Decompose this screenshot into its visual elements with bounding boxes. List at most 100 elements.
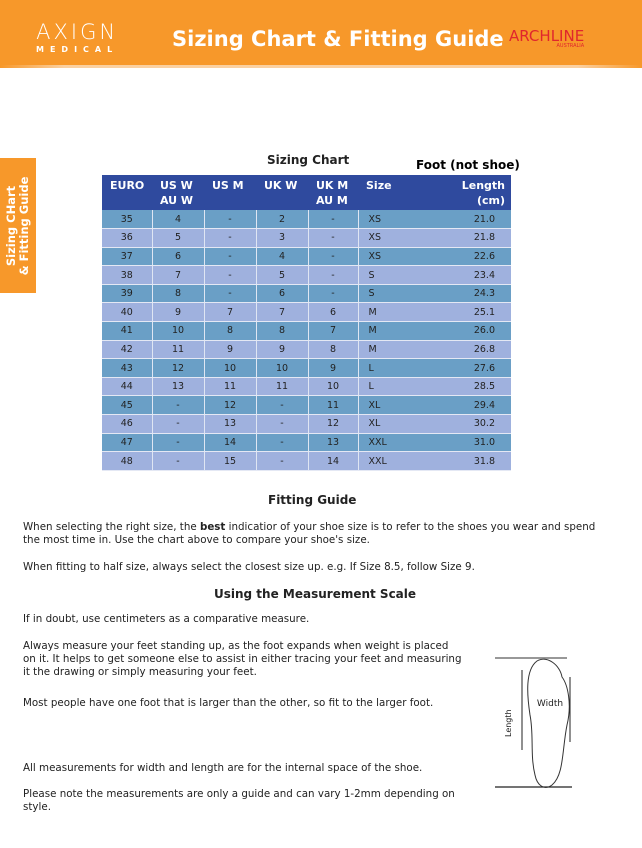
axign-logo: AXIGN MEDICAL [36, 20, 118, 54]
table-cell: XS [358, 247, 441, 267]
table-cell: - [204, 265, 257, 285]
table-cell: 2 [256, 210, 309, 230]
table-cell: 7 [204, 302, 257, 323]
table-cell: 5 [256, 265, 309, 285]
table-row: 39 8-6- S 24.3 [102, 284, 511, 304]
table-cell: 25.1 [441, 302, 511, 323]
table-cell: XXL [358, 451, 441, 471]
table-cell: - [256, 414, 309, 434]
table-cell: S [358, 284, 441, 304]
table-cell: 10 [152, 321, 205, 341]
text: indicatior of your shoe size is to refer… [23, 521, 596, 546]
table-cell: - [256, 451, 309, 471]
table-row: 47-14-13 XXL 31.0 [102, 433, 511, 453]
table-cell: 11 [308, 395, 359, 416]
table-cell: - [204, 247, 257, 267]
header-text: (cm) [476, 194, 505, 207]
header-text: AU W [160, 194, 194, 207]
table-cell: 10 [204, 358, 257, 378]
bold-text: best [199, 521, 226, 533]
header-divider [0, 65, 642, 68]
logo-main: AXIGN [36, 20, 119, 44]
column-header: US M [204, 175, 256, 210]
header-banner: AXIGN MEDICAL Sizing Chart & Fitting Gui… [0, 0, 642, 65]
table-cell: 12 [308, 414, 359, 434]
table-cell: 38 [102, 265, 153, 285]
table-cell: 7 [152, 265, 205, 285]
table-row: 45-12-11 XL 29.4 [102, 395, 511, 416]
table-cell: 8 [308, 340, 359, 360]
table-row: 44 13 11 11 10 L 28.5 [102, 377, 511, 397]
table-cell: 44 [102, 377, 153, 397]
logo-sub: MEDICAL [36, 45, 119, 54]
table-cell: 10 [308, 377, 359, 397]
header-text: AU M [316, 194, 348, 207]
table-cell: 42 [102, 340, 153, 360]
table-cell: - [308, 284, 359, 304]
table-cell: 24.3 [441, 284, 511, 304]
table-cell: 4 [256, 247, 309, 267]
header-text: US M [212, 179, 244, 192]
table-cell: - [204, 228, 257, 248]
width-label: Width [537, 699, 563, 709]
table-cell: 4 [152, 210, 205, 230]
table-cell: - [256, 433, 309, 453]
table-row: 35 4-2- XS 21.0 [102, 210, 511, 230]
table-cell: - [308, 228, 359, 248]
column-header: US W AU W [152, 175, 204, 210]
table-cell: 15 [204, 451, 257, 471]
text: When selecting the right size, the [23, 521, 200, 533]
table-cell: 31.8 [441, 451, 511, 471]
table-cell: 9 [152, 302, 205, 323]
measure-paragraph-4: All measurements for width and length ar… [23, 762, 423, 774]
header-text: UK M [316, 179, 349, 192]
table-cell: M [358, 340, 441, 360]
table-cell: 40 [102, 302, 153, 323]
header-text: Size [366, 179, 392, 192]
table-cell: 39 [102, 284, 153, 304]
table-cell: XS [358, 228, 441, 248]
table-row: 48-15-14 XXL 31.8 [102, 451, 511, 471]
table-cell: 6 [256, 284, 309, 304]
table-row: 38 7-5- S 23.4 [102, 265, 511, 285]
table-cell: 10 [256, 358, 309, 378]
measure-paragraph-5: Please note the measurements are only a … [23, 788, 455, 813]
table-cell: 13 [308, 433, 359, 453]
table-cell: 13 [204, 414, 257, 434]
table-cell: XL [358, 414, 441, 434]
brand-sub: AUSTRALIA [556, 43, 585, 49]
column-header: EURO [102, 175, 152, 210]
foot-outline [527, 658, 570, 788]
table-cell: 9 [256, 340, 309, 360]
table-cell: 11 [256, 377, 309, 397]
table-cell: 45 [102, 395, 153, 416]
table-cell: - [152, 433, 205, 453]
table-cell: 22.6 [441, 247, 511, 267]
table-cell: XS [358, 210, 441, 230]
table-cell: 21.0 [441, 210, 511, 230]
table-cell: 6 [308, 302, 359, 323]
foot-note: Foot (not shoe) [416, 158, 520, 172]
table-row: 36 5-3- XS 21.8 [102, 228, 511, 248]
table-cell: 21.8 [441, 228, 511, 248]
table-cell: L [358, 358, 441, 378]
table-cell: 8 [256, 321, 309, 341]
table-cell: 36 [102, 228, 153, 248]
table-cell: 3 [256, 228, 309, 248]
table-cell: 12 [152, 358, 205, 378]
archline-logo: ARCHLINE AUSTRALIA [509, 27, 584, 49]
side-tab: Sizing CHart & Fitting Guide [0, 158, 36, 293]
table-row: 42 11 9 9 8 M 26.8 [102, 340, 511, 360]
table-cell: 8 [204, 321, 257, 341]
measure-paragraph-3: Most people have one foot that is larger… [23, 697, 434, 709]
header-text: UK W [264, 179, 298, 192]
table-cell: 13 [152, 377, 205, 397]
column-header: Length (cm) [441, 175, 511, 210]
page-title: Sizing Chart & Fitting Guide [172, 27, 504, 51]
table-cell: - [152, 414, 205, 434]
table-cell: - [256, 395, 309, 416]
table-cell: - [308, 210, 359, 230]
header-text: Length [461, 179, 505, 192]
table-cell: 48 [102, 451, 153, 471]
header-text: EURO [110, 179, 145, 192]
